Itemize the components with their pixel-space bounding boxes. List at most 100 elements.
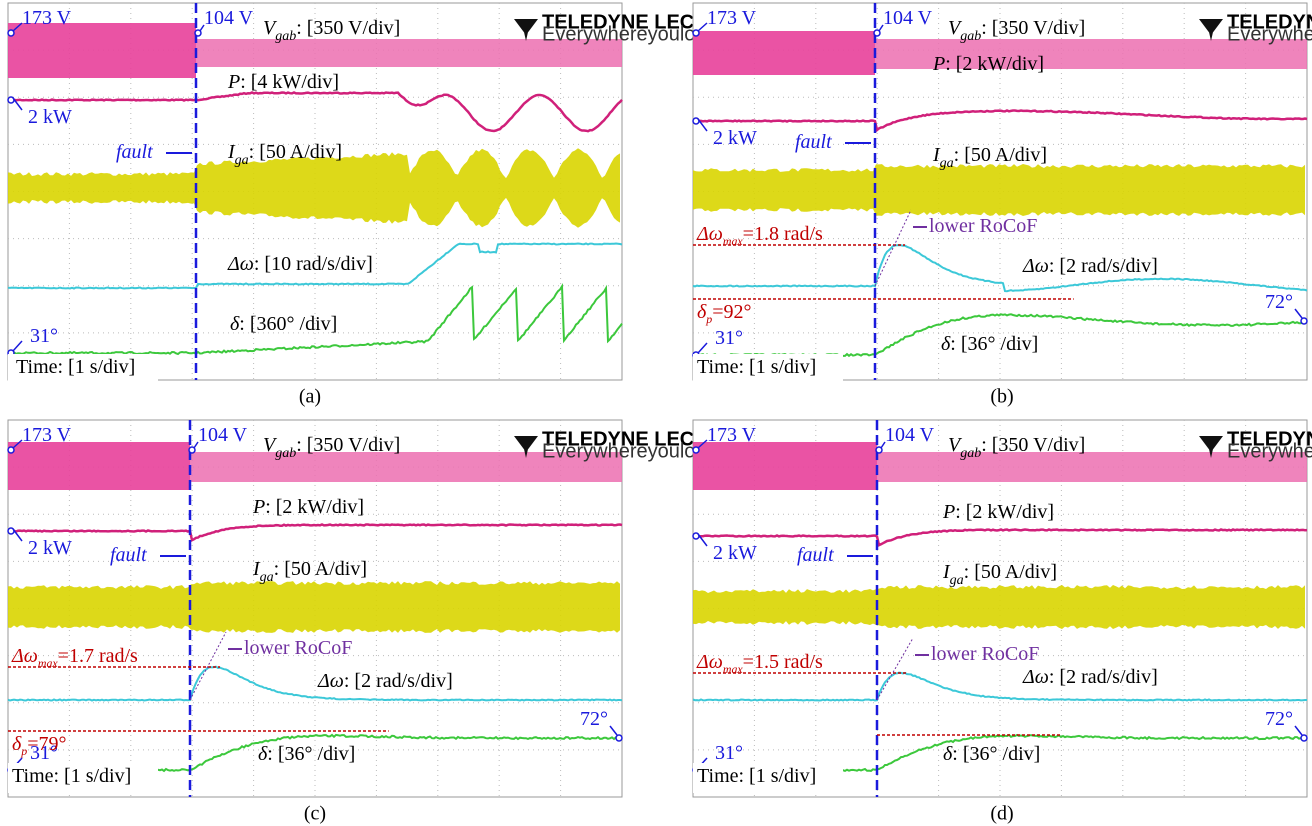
iga-label-part: : [50 A/div] [964, 561, 1057, 583]
delta-start: 31° [715, 327, 743, 349]
dw-label-part: : [2 rad/s/div] [344, 670, 453, 692]
v-fault: 104 V [198, 424, 248, 446]
delta-end-part: 72° [1265, 291, 1293, 313]
p-start-part: 2 kW [28, 106, 72, 128]
v-fault: 104 V [204, 7, 254, 29]
p-start: 2 kW [28, 537, 72, 559]
logo-tagline: Everywhereyoulook [542, 440, 718, 462]
time-label-part: Time: [1 s/div] [697, 765, 816, 787]
delta-label: δ: [36° /div] [943, 743, 1040, 765]
vgab-label-part: gab [275, 446, 296, 461]
dw-max-label-part: =1.8 rad/s [743, 223, 823, 245]
p-start-part: 2 kW [713, 127, 757, 149]
iga-label-part: ga [260, 570, 274, 585]
dw-label-part: : [10 rad/s/div] [254, 253, 373, 275]
vgab-label-part: gab [275, 29, 296, 44]
delta-label-part: : [36° /div] [952, 743, 1040, 765]
p-label-part: : [2 kW/div] [945, 53, 1044, 75]
fault-label: fault [116, 141, 153, 163]
panel-caption: (d) [990, 803, 1013, 825]
fault-label: fault [110, 544, 147, 566]
figure: TELEDYNE LECROYEverywhereyoulook173 V104… [0, 0, 1312, 826]
marker-dot [1301, 318, 1307, 324]
v-fault-part: 104 V [198, 424, 248, 446]
v-start-part: 173 V [22, 424, 72, 446]
marker-dot [8, 97, 14, 103]
dw-max-label-part: max [723, 234, 744, 248]
fault-label-part: fault [797, 544, 834, 566]
dw-label-part: : [2 rad/s/div] [1049, 666, 1158, 688]
time-label-part: Time: [1 s/div] [12, 765, 131, 787]
dw-label: Δω: [2 rad/s/div] [1022, 666, 1158, 688]
dw-max-label-part: =1.7 rad/s [58, 645, 138, 667]
iga-label-part: ga [940, 156, 954, 171]
vgab-label-part: gab [960, 29, 981, 44]
dw-max-label-part: max [723, 662, 744, 676]
dw-label: Δω: [2 rad/s/div] [317, 670, 453, 692]
dw-max-label: Δωmax=1.7 rad/s [11, 645, 138, 670]
page: Oscilloscope figure {"panels": [ {"label… [0, 0, 1312, 826]
fault-label: fault [795, 131, 832, 153]
time-label: Time: [1 s/div] [12, 765, 131, 787]
p-label-part: P [227, 71, 240, 93]
delta-start: 31° [715, 742, 743, 764]
vgab-trace [693, 31, 875, 75]
time-label-part: Time: [1 s/div] [697, 356, 816, 378]
delta-end: 72° [580, 708, 608, 730]
v-start: 173 V [707, 7, 757, 29]
p-label-part: : [2 kW/div] [955, 501, 1054, 523]
vgab-trace [8, 23, 196, 78]
vgab-label-part: : [350 V/div] [296, 17, 400, 39]
marker-dot [616, 735, 622, 741]
rocof-label: lower RoCoF [931, 643, 1039, 665]
time-label-part: Time: [1 s/div] [16, 356, 135, 378]
vgab-trace [8, 442, 190, 490]
dw-label: Δω: [2 rad/s/div] [1022, 255, 1158, 277]
vgab-label-part: : [350 V/div] [296, 434, 400, 456]
delta-label: δ: [36° /div] [258, 743, 355, 765]
iga-label-part: : [50 A/div] [954, 144, 1047, 166]
v-fault-part: 104 V [204, 7, 254, 29]
marker-dot [8, 528, 14, 534]
dw-label: Δω: [10 rad/s/div] [227, 253, 373, 275]
p-label: P: [4 kW/div] [227, 71, 339, 93]
delta-label-part: : [360° /div] [239, 313, 337, 335]
delta-end-part: 72° [580, 708, 608, 730]
p-label-part: P [252, 496, 265, 518]
delta-label-part: : [36° /div] [950, 333, 1038, 355]
dw-label-part: Δω [227, 253, 254, 275]
dw-max-label-part: Δω [696, 651, 723, 673]
delta-p-label: δp=79° [12, 733, 67, 758]
dw-label-part: Δω [1022, 255, 1049, 277]
fault-label-part: fault [110, 544, 147, 566]
p-start: 2 kW [713, 542, 757, 564]
iga-trace [693, 164, 1305, 216]
scope-panel: TELEDYNE LECROYEverywhereyoulook173 V104… [8, 420, 738, 797]
page-body: TELEDYNE LECROYEverywhereyoulook173 V104… [0, 0, 1312, 826]
v-fault-part: 104 V [885, 424, 935, 446]
dw-max-label-part: Δω [696, 223, 723, 245]
v-start-part: 173 V [22, 7, 72, 29]
v-fault: 104 V [883, 7, 933, 29]
dw-max-label-part: Δω [11, 645, 38, 667]
dw-max-label: Δωmax=1.5 rad/s [696, 651, 823, 676]
fault-label-part: fault [795, 131, 832, 153]
rocof-label-part: lower RoCoF [931, 643, 1039, 665]
p-label: P: [2 kW/div] [932, 53, 1044, 75]
vgab-label-part: : [350 V/div] [981, 17, 1085, 39]
logo-tagline: Everywhereyoulook [542, 23, 718, 45]
p-label-part: : [2 kW/div] [265, 496, 364, 518]
time-label: Time: [1 s/div] [697, 765, 816, 787]
iga-label-part: : [50 A/div] [249, 141, 342, 163]
dw-max-label-part: =1.5 rad/s [743, 651, 823, 673]
panel-caption: (a) [299, 386, 321, 408]
dw-label-part: : [2 rad/s/div] [1049, 255, 1158, 277]
delta-label-part: : [36° /div] [267, 743, 355, 765]
p-label-part: P [932, 53, 945, 75]
v-start-part: 173 V [707, 7, 757, 29]
logo-tagline: Everywhereyoulook [1227, 440, 1312, 462]
p-label-part: P [942, 501, 955, 523]
p-start: 2 kW [713, 127, 757, 149]
panel-caption: (c) [304, 803, 326, 825]
